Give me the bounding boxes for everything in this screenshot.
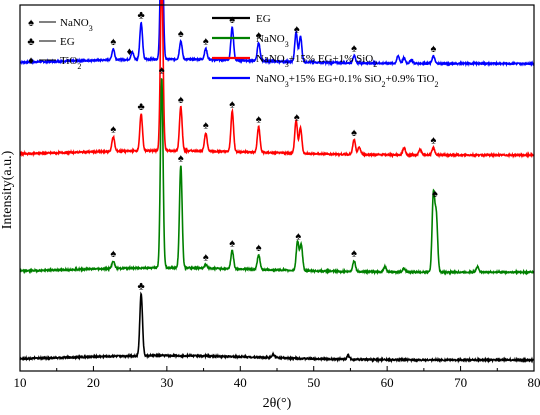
series-line [19,291,535,364]
x-tick-label: 10 [14,375,27,390]
line-legend-item: NaNO3+15% EG+1% SiO2 [212,53,377,69]
peak-marker: ♠ [229,237,235,249]
peak-marker: ♠ [351,127,357,139]
marker-legend-symbol: ♣ [27,36,34,48]
peak-marker: ♠ [351,43,357,55]
line-legend-label: NaNO3+15% EG+0.1% SiO2+0.9% TiO2 [256,73,439,89]
peak-marker: ♠ [203,120,209,132]
peak-marker: ♠ [294,23,300,35]
peak-marker: ♠ [203,251,209,263]
peak-marker: ♠ [256,242,262,254]
marker-legend-item: ♦ TiO2 [28,55,81,71]
peak-marker: ♠ [159,64,165,76]
x-tick-label: 40 [234,375,247,390]
x-tick-label: 80 [528,375,540,390]
line-legend-item: NaNO3+15% EG+0.1% SiO2+0.9% TiO2 [212,73,439,89]
peak-marker: ♣ [138,10,145,22]
peak-marker: ♠ [256,114,262,126]
x-tick-label: 70 [454,375,467,390]
marker-legend-symbol: ♠ [28,17,34,29]
peak-marker: ♠ [110,124,116,136]
marker-legend: ♠ NaNO3 ♣ EG ♦ TiO2 [27,17,92,71]
peak-marker: ♠ [229,98,235,110]
line-legend-label: NaNO3+15% EG+1% SiO2 [256,53,377,69]
peak-marker: ♣ [138,101,145,113]
line-legend: EG NaNO3 NaNO3+15% EG+1% SiO2 NaNO3+15% EG+… [212,13,439,89]
x-axis-title: 2θ(°) [263,396,292,411]
peak-marker: ♠ [178,28,184,40]
x-axis: 10 20 30 40 50 60 70 80 [14,366,540,390]
line-legend-label: NaNO3 [256,33,289,49]
line-legend-item: NaNO3 [212,33,289,49]
peak-marker: ♠ [110,248,116,260]
marker-legend-item: ♣ EG [27,36,74,48]
peak-marker: ♠ [229,14,235,26]
x-tick-label: 20 [87,375,100,390]
marker-legend-symbol: ♦ [28,55,34,67]
peak-marker: ♠ [110,36,116,48]
x-tick-label: 60 [381,375,394,390]
peak-marker: ♠ [432,188,438,200]
peak-marker: ♠ [430,135,436,147]
peak-marker: ♦ [127,46,133,58]
peak-marker: ♠ [203,36,209,48]
peak-marker: ♠ [178,94,184,106]
line-legend-item: EG [212,13,271,25]
line-legend-label: EG [256,13,271,25]
marker-legend-label: NaNO3 [60,17,93,33]
peak-marker: ♠ [178,152,184,164]
peak-marker: ♠ [256,30,262,42]
traces-layer [19,0,535,364]
series-line [19,0,535,159]
peak-marker: ♠ [294,112,300,124]
series-line [19,0,535,68]
peak-marker: ♠ [351,248,357,260]
marker-legend-label: TiO2 [60,55,81,71]
y-axis-title: Intensity(a.u.) [0,150,15,229]
x-tick-label: 30 [160,375,173,390]
peak-marker: ♣ [138,281,145,293]
peak-marker: ♠ [430,43,436,55]
series-line [19,77,535,276]
peak-markers-layer: ♠♦♣♠♠♠♠♠♠♠♠♠♣♠♠♠♠♠♠♠♠♠♠♠♠♠♠♠♠♠♣ [110,10,438,293]
x-tick-label: 50 [307,375,320,390]
marker-legend-item: ♠ NaNO3 [28,17,93,33]
peak-marker: ♠ [295,230,301,242]
marker-legend-label: EG [60,36,75,48]
